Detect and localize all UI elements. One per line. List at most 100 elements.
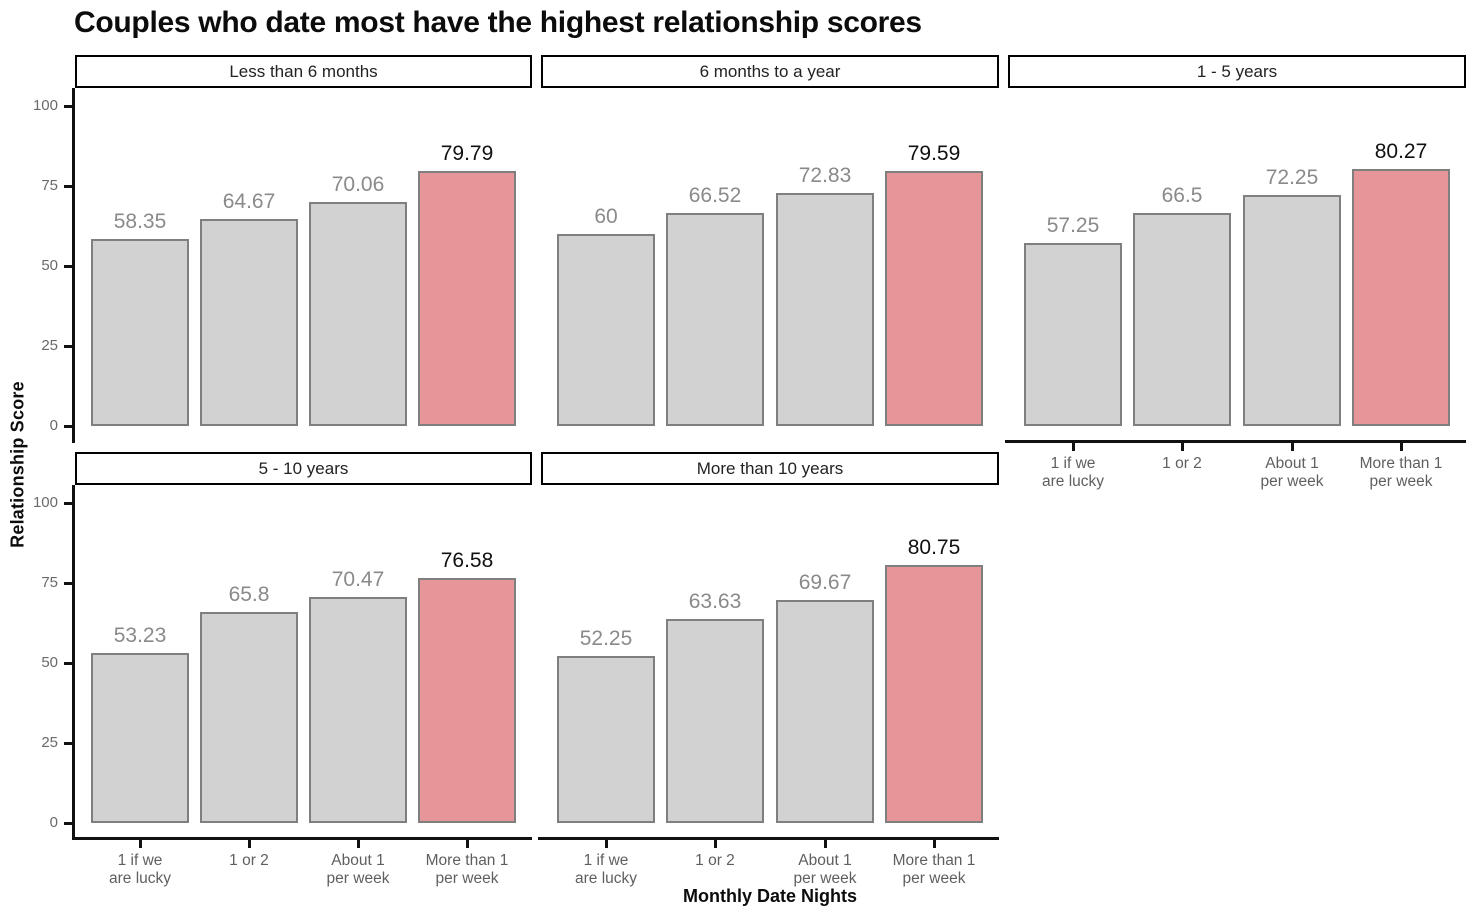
bar (666, 619, 764, 823)
facet-panel: 60 66.52 72.83 79.59 (541, 88, 999, 441)
facet-header: 6 months to a year (541, 55, 999, 88)
y-tick-label: 0 (49, 417, 58, 434)
y-tick-label: 0 (49, 814, 58, 831)
bar-value-label: 80.75 (907, 536, 961, 559)
y-tick-label: 50 (41, 257, 58, 274)
bar-value-label: 79.79 (440, 142, 494, 165)
bar-value-label: 72.25 (1265, 166, 1319, 189)
x-tick (357, 840, 360, 848)
bar-value-label: 63.63 (688, 590, 742, 613)
x-tick-label: About 1 per week (1260, 455, 1324, 490)
x-tick-label: 1 or 2 (229, 852, 269, 869)
x-tick (714, 840, 717, 848)
x-tick-label: More than 1 per week (892, 852, 976, 887)
bar-value-label: 60 (594, 205, 618, 228)
y-tick-label: 50 (41, 654, 58, 671)
bar-value-label: 57.25 (1046, 214, 1100, 237)
bar-value-label: 65.8 (228, 583, 270, 606)
x-tick-label: More than 1 per week (1359, 455, 1443, 490)
x-tick (139, 840, 142, 848)
x-tick-label: More than 1 per week (425, 852, 509, 887)
facet-header-label: 1 - 5 years (1196, 61, 1278, 81)
x-tick-label: About 1 per week (326, 852, 390, 887)
facet-header: 5 - 10 years (75, 452, 532, 485)
y-axis-line (72, 485, 75, 840)
bar-value-label: 72.83 (798, 164, 852, 187)
bar (1024, 243, 1122, 426)
bar (91, 239, 189, 426)
bar (200, 612, 298, 823)
facet-header-label: 6 months to a year (699, 61, 841, 81)
facet-panel: 57.25 66.5 72.25 80.27 (1008, 88, 1466, 441)
x-tick (248, 840, 251, 848)
facet-header: More than 10 years (541, 452, 999, 485)
bar (776, 600, 874, 823)
y-axis-line (72, 88, 75, 443)
bar (418, 578, 516, 823)
y-tick (64, 582, 72, 585)
x-tick-label: 1 if we are lucky (1041, 455, 1105, 490)
y-tick-label: 25 (41, 337, 58, 354)
facet-header-label: Less than 6 months (229, 61, 378, 81)
bar (91, 653, 189, 823)
x-tick (824, 840, 827, 848)
facet-panel: 53.23 65.8 70.47 76.58 (75, 485, 532, 838)
facet-panel: 58.35 64.67 70.06 79.79 (75, 88, 532, 441)
y-tick (64, 265, 72, 268)
facet-header: Less than 6 months (75, 55, 532, 88)
y-tick-label: 100 (32, 494, 58, 511)
bar (557, 234, 655, 426)
x-tick (466, 840, 469, 848)
bar-value-label: 80.27 (1374, 140, 1428, 163)
bar-value-label: 53.23 (113, 624, 167, 647)
bar-value-label: 52.25 (579, 627, 633, 650)
x-tick (1072, 443, 1075, 451)
x-axis-line (1005, 440, 1466, 443)
facet-panel: 52.25 63.63 69.67 80.75 (541, 485, 999, 838)
bar (885, 565, 983, 823)
x-axis-title: Monthly Date Nights (683, 886, 857, 906)
bar-value-label: 70.47 (331, 568, 385, 591)
bar-value-label: 76.58 (440, 549, 494, 572)
chart-title: Couples who date most have the highest r… (74, 6, 922, 39)
x-tick-label: 1 or 2 (1162, 455, 1202, 472)
facet-header: 1 - 5 years (1008, 55, 1466, 88)
y-tick-label: 100 (32, 97, 58, 114)
bar-value-label: 69.67 (798, 571, 852, 594)
bar-value-label: 66.52 (688, 184, 742, 207)
y-tick (64, 425, 72, 428)
y-tick-label: 75 (41, 574, 58, 591)
x-tick (933, 840, 936, 848)
y-tick-label: 75 (41, 177, 58, 194)
x-tick (605, 840, 608, 848)
bar (666, 213, 764, 426)
y-tick (64, 105, 72, 108)
y-tick (64, 742, 72, 745)
bar-value-label: 79.59 (907, 142, 961, 165)
bar-value-label: 58.35 (113, 210, 167, 233)
x-tick (1400, 443, 1403, 451)
x-axis-line (538, 837, 999, 840)
x-tick-label: 1 or 2 (695, 852, 735, 869)
bar (776, 193, 874, 426)
facet-header-label: 5 - 10 years (258, 458, 349, 478)
y-tick (64, 345, 72, 348)
bar (200, 219, 298, 426)
y-tick (64, 662, 72, 665)
y-tick (64, 502, 72, 505)
bar (1133, 213, 1231, 426)
facet-header-label: More than 10 years (696, 458, 844, 478)
bar (1243, 195, 1341, 426)
y-tick (64, 822, 72, 825)
bar-value-label: 66.5 (1161, 184, 1203, 207)
bar (885, 171, 983, 426)
x-axis-line (72, 837, 532, 840)
y-tick (64, 185, 72, 188)
x-tick (1291, 443, 1294, 451)
bar-value-label: 64.67 (222, 190, 276, 213)
bar (557, 656, 655, 823)
x-tick-label: 1 if we are lucky (574, 852, 638, 887)
y-tick-label: 25 (41, 734, 58, 751)
x-tick-label: 1 if we are lucky (108, 852, 172, 887)
